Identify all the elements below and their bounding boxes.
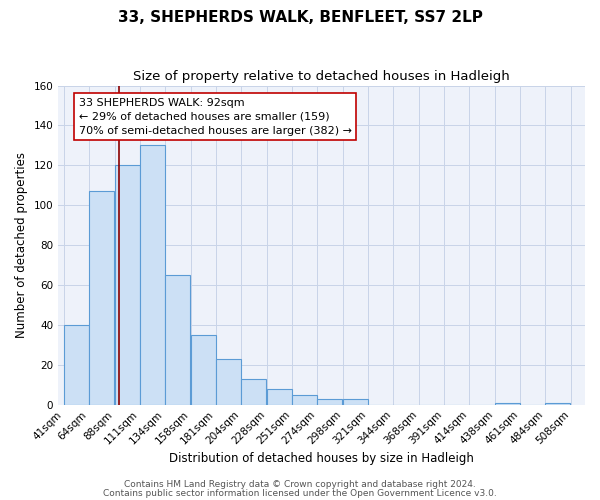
Bar — [191, 335, 215, 404]
Bar — [241, 379, 266, 404]
Bar — [140, 146, 164, 404]
Bar — [292, 395, 317, 404]
Bar — [64, 325, 89, 404]
Bar — [495, 402, 520, 404]
X-axis label: Distribution of detached houses by size in Hadleigh: Distribution of detached houses by size … — [169, 452, 474, 465]
Bar — [115, 166, 140, 404]
Bar — [215, 359, 241, 405]
Text: 33, SHEPHERDS WALK, BENFLEET, SS7 2LP: 33, SHEPHERDS WALK, BENFLEET, SS7 2LP — [118, 10, 482, 25]
Y-axis label: Number of detached properties: Number of detached properties — [15, 152, 28, 338]
Bar — [317, 398, 341, 404]
Text: Contains public sector information licensed under the Open Government Licence v3: Contains public sector information licen… — [103, 488, 497, 498]
Text: Contains HM Land Registry data © Crown copyright and database right 2024.: Contains HM Land Registry data © Crown c… — [124, 480, 476, 489]
Bar — [89, 192, 113, 404]
Bar — [343, 398, 368, 404]
Bar — [267, 389, 292, 404]
Bar — [545, 402, 570, 404]
Title: Size of property relative to detached houses in Hadleigh: Size of property relative to detached ho… — [133, 70, 510, 83]
Bar — [164, 275, 190, 404]
Text: 33 SHEPHERDS WALK: 92sqm
← 29% of detached houses are smaller (159)
70% of semi-: 33 SHEPHERDS WALK: 92sqm ← 29% of detach… — [79, 98, 352, 136]
